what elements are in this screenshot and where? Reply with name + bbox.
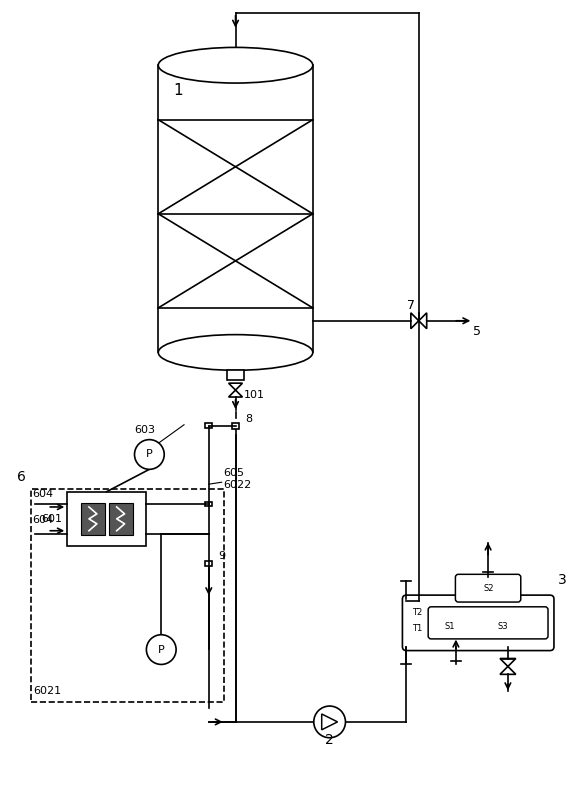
Bar: [227, 370, 245, 380]
Text: 5: 5: [474, 325, 481, 338]
Text: 604: 604: [33, 489, 53, 499]
Text: 603: 603: [134, 425, 155, 434]
Bar: [31, 489, 224, 702]
Bar: [205, 502, 212, 506]
Text: 7: 7: [407, 299, 415, 312]
Text: 101: 101: [243, 390, 264, 400]
Circle shape: [314, 706, 346, 738]
Circle shape: [135, 440, 164, 470]
Ellipse shape: [158, 47, 313, 83]
Text: 8: 8: [245, 414, 253, 424]
Text: S2: S2: [483, 584, 494, 593]
FancyBboxPatch shape: [403, 595, 554, 650]
Text: P: P: [158, 645, 164, 654]
Text: 6: 6: [17, 470, 26, 484]
Text: 6022: 6022: [224, 480, 252, 490]
Text: 601: 601: [41, 514, 62, 524]
Text: 605: 605: [224, 468, 245, 478]
Bar: [232, 422, 239, 429]
Text: S1: S1: [444, 622, 454, 630]
Text: 1: 1: [173, 83, 183, 98]
Text: 604: 604: [33, 515, 53, 525]
Bar: [109, 503, 132, 534]
Text: T1: T1: [413, 624, 422, 633]
Text: S3: S3: [498, 622, 508, 630]
Bar: [81, 503, 105, 534]
Ellipse shape: [158, 334, 313, 370]
Text: 6021: 6021: [34, 686, 62, 696]
Text: 3: 3: [558, 574, 566, 587]
Bar: [67, 492, 146, 546]
Text: 9: 9: [218, 551, 226, 562]
FancyBboxPatch shape: [456, 574, 521, 602]
FancyBboxPatch shape: [428, 607, 548, 639]
Text: P: P: [146, 450, 153, 459]
Bar: [205, 423, 212, 428]
Circle shape: [146, 634, 176, 665]
Text: T2: T2: [413, 608, 422, 617]
Text: 2: 2: [325, 733, 334, 746]
Bar: [205, 561, 212, 566]
